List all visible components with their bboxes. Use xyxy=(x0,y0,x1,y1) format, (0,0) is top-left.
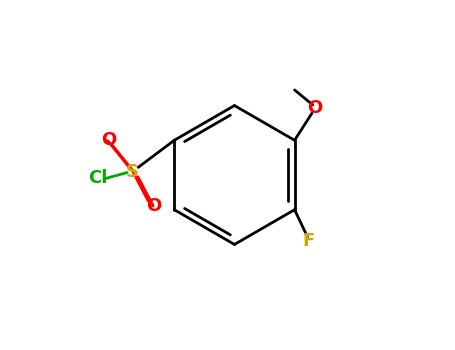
Text: O: O xyxy=(146,197,161,215)
Text: Cl: Cl xyxy=(88,169,107,188)
Text: O: O xyxy=(101,131,116,149)
Text: O: O xyxy=(308,99,323,117)
Text: F: F xyxy=(303,232,314,250)
Text: S: S xyxy=(126,162,139,181)
